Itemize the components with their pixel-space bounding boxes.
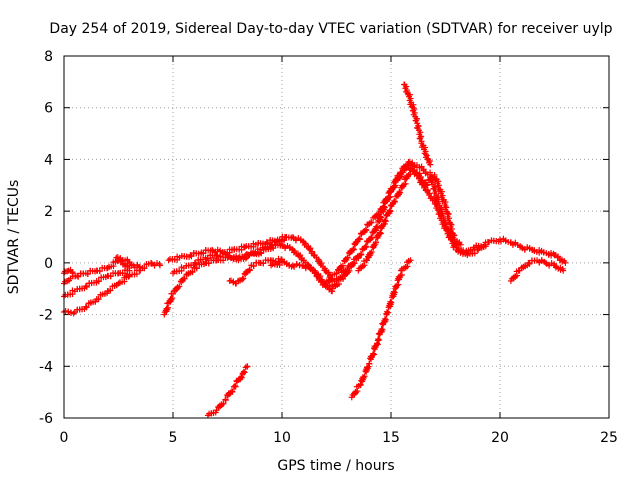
chart-title: Day 254 of 2019, Sidereal Day-to-day VTE… bbox=[49, 21, 612, 37]
x-tick-label: 10 bbox=[273, 430, 291, 446]
series-arc9 bbox=[226, 255, 285, 287]
y-tick-label: 4 bbox=[44, 152, 53, 168]
series-arc5 bbox=[113, 254, 163, 272]
plot-frame bbox=[63, 55, 610, 419]
y-tick-label: 0 bbox=[44, 256, 53, 272]
series-arc14 bbox=[348, 257, 414, 401]
y-tick-label: -6 bbox=[39, 411, 53, 427]
series-arc8 bbox=[170, 234, 336, 282]
x-tick-label: 25 bbox=[600, 430, 618, 446]
series-arc4 bbox=[61, 266, 76, 277]
y-tick-label: 2 bbox=[44, 204, 53, 220]
data-points bbox=[61, 81, 569, 419]
y-tick-labels: -6 -4 -2 0 2 4 6 8 bbox=[39, 49, 53, 427]
y-tick-label: 6 bbox=[44, 101, 53, 117]
y-tick-label: -2 bbox=[39, 308, 53, 324]
series-arc17 bbox=[507, 257, 567, 284]
y-tick-label: -4 bbox=[39, 359, 53, 375]
x-tick-label: 0 bbox=[60, 430, 69, 446]
y-axis-label: SDTVAR / TECUs bbox=[6, 180, 22, 295]
axis-ticks bbox=[63, 55, 610, 419]
series-arc16 bbox=[355, 166, 464, 274]
grid bbox=[64, 56, 609, 418]
y-tick-label: 8 bbox=[44, 49, 53, 65]
series-arc15 bbox=[401, 81, 434, 168]
x-tick-labels: 0 5 10 15 20 25 bbox=[60, 430, 618, 446]
series-arc11 bbox=[204, 363, 251, 419]
x-tick-label: 15 bbox=[382, 430, 400, 446]
x-axis-label: GPS time / hours bbox=[277, 458, 394, 474]
series-arc3 bbox=[61, 267, 133, 300]
x-tick-label: 20 bbox=[491, 430, 509, 446]
x-tick-label: 5 bbox=[169, 430, 178, 446]
